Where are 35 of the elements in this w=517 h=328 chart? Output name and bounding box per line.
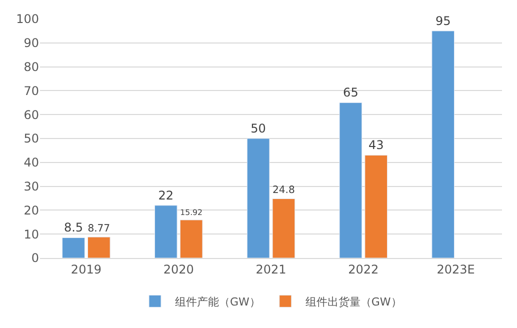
x-tick-label: 2022 (348, 262, 379, 276)
x-tick-label: 2021 (256, 262, 286, 276)
y-tick-label: 30 (24, 180, 39, 194)
legend-label: 组件产能（GW） (175, 295, 260, 308)
x-tick-label: 2023E (436, 262, 475, 276)
y-tick-label: 80 (24, 60, 39, 74)
y-tick-label: 90 (24, 36, 39, 50)
data-label: 65 (343, 86, 358, 100)
data-label: 24.8 (272, 185, 295, 196)
y-tick-label: 50 (24, 132, 39, 146)
bar (180, 220, 203, 258)
data-label: 50 (250, 122, 266, 136)
bar (364, 154, 388, 258)
y-tick-label: 100 (16, 12, 39, 26)
bar (87, 236, 110, 258)
y-tick-label: 40 (24, 156, 39, 170)
y-tick-label: 20 (24, 203, 39, 218)
y-tick-label: 10 (24, 227, 39, 242)
bar (154, 205, 178, 258)
bar (272, 198, 296, 258)
bar (339, 102, 362, 258)
data-label: 22 (158, 188, 174, 202)
legend-label: 组件出货量（GW） (305, 295, 402, 308)
data-label: 8.5 (64, 220, 84, 235)
x-tick-label: 2020 (163, 262, 194, 276)
data-label: 8.77 (88, 224, 110, 235)
y-tick-label: 60 (24, 108, 39, 122)
bar (432, 30, 455, 258)
y-tick-label: 70 (24, 84, 39, 98)
bar (246, 138, 270, 258)
y-tick-label: 0 (31, 251, 39, 266)
bar (62, 237, 85, 258)
data-label: 43 (368, 138, 384, 152)
data-label: 95 (435, 14, 451, 28)
x-tick-label: 2019 (70, 262, 102, 276)
